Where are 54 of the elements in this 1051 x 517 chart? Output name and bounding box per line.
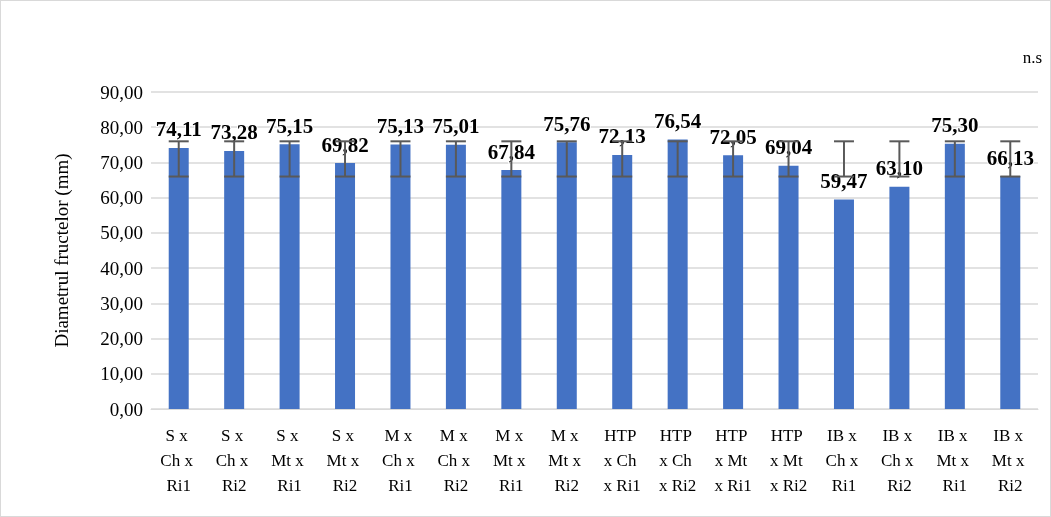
x-tick-label: M x Ch x Ri2 bbox=[437, 426, 475, 495]
data-label: 72,05 bbox=[709, 124, 757, 149]
x-tick-label: HTP x Mt x Ri2 bbox=[769, 426, 808, 495]
bar bbox=[889, 186, 910, 409]
bar bbox=[279, 144, 300, 409]
y-tick-label: 30,00 bbox=[100, 292, 143, 314]
x-tick-label: HTP x Ch x Ri2 bbox=[659, 426, 697, 495]
y-axis-title: Diametrul fructelor (mm) bbox=[51, 153, 73, 348]
bar bbox=[944, 143, 965, 409]
bar bbox=[723, 155, 744, 409]
data-label: 75,13 bbox=[376, 113, 425, 138]
x-tick-label: S x Mt x Ri2 bbox=[326, 426, 364, 495]
data-label: 75,76 bbox=[543, 111, 591, 136]
y-tick-label: 70,00 bbox=[100, 151, 143, 173]
bar bbox=[501, 170, 522, 409]
bar bbox=[556, 142, 577, 409]
bar bbox=[224, 150, 245, 409]
y-tick-label: 40,00 bbox=[100, 257, 143, 279]
bar bbox=[335, 163, 356, 409]
y-tick-label: 50,00 bbox=[100, 222, 143, 244]
y-tick-label: 20,00 bbox=[100, 328, 143, 350]
bar bbox=[1000, 176, 1021, 409]
x-tick-label: IB x Ch x Ri2 bbox=[880, 426, 918, 495]
y-tick-label: 60,00 bbox=[100, 187, 143, 209]
bar bbox=[390, 144, 411, 409]
data-label: 76,54 bbox=[654, 108, 702, 133]
bar bbox=[445, 144, 466, 409]
x-tick-label: IB x Ch x Ri1 bbox=[825, 426, 863, 495]
x-tick-label: M x Mt x Ri1 bbox=[492, 426, 530, 495]
bar bbox=[667, 139, 688, 409]
bar bbox=[778, 165, 799, 409]
x-tick-label: S x Ch x Ri1 bbox=[160, 426, 198, 495]
bar bbox=[612, 154, 633, 409]
x-tick-label: HTP x Ch x Ri1 bbox=[603, 426, 641, 495]
data-label: 75,15 bbox=[265, 113, 314, 138]
x-tick-label: HTP x Mt x Ri1 bbox=[714, 426, 752, 495]
x-tick-label: S x Mt x Ri1 bbox=[271, 426, 309, 495]
y-tick-label: 10,00 bbox=[100, 363, 143, 385]
data-label: 75,01 bbox=[432, 114, 480, 139]
data-label: 75,30 bbox=[931, 113, 979, 138]
data-label: 74,11 bbox=[155, 117, 202, 142]
data-label: 73,28 bbox=[210, 120, 258, 145]
y-tick-label: 0,00 bbox=[109, 398, 143, 420]
x-tick-label: M x Ch x Ri1 bbox=[382, 426, 419, 495]
x-tick-label: S x Ch x Ri2 bbox=[215, 426, 253, 495]
x-tick-label: IB x Mt x Ri1 bbox=[936, 426, 974, 495]
y-tick-label: 90,00 bbox=[100, 81, 143, 103]
bar bbox=[168, 147, 189, 409]
y-tick-label: 80,00 bbox=[100, 116, 143, 138]
text: n.s bbox=[1022, 48, 1043, 67]
bar bbox=[833, 199, 854, 409]
x-tick-label: M x Mt x Ri2 bbox=[548, 426, 586, 495]
data-label: 59,47 bbox=[820, 169, 868, 194]
x-tick-label: IB x Mt x Ri2 bbox=[991, 426, 1029, 495]
